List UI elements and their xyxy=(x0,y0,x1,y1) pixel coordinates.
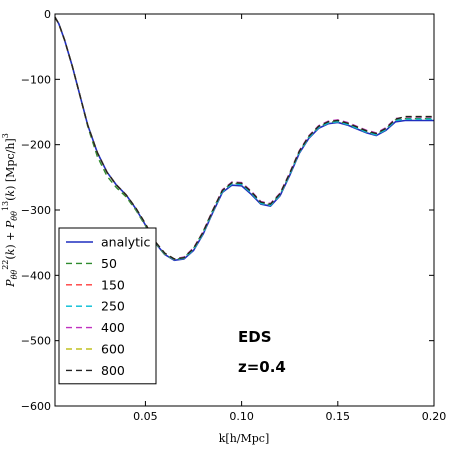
y-tick-label: −500 xyxy=(21,335,51,348)
annotation-redshift: z=0.4 xyxy=(238,358,286,376)
x-tick-label: 0.20 xyxy=(422,410,447,423)
y-tick-label: −200 xyxy=(21,139,51,152)
x-tick-label: 0.15 xyxy=(326,410,351,423)
legend-label: 50 xyxy=(101,256,117,271)
legend-label: 150 xyxy=(101,277,125,292)
y-tick-label: 0 xyxy=(44,8,51,21)
series-line-6 xyxy=(54,16,434,260)
legend-box xyxy=(58,227,157,385)
y-tick-label: −400 xyxy=(21,269,51,282)
legend-label: analytic xyxy=(101,235,150,250)
series-line-0 xyxy=(54,16,434,262)
y-tick-label: −300 xyxy=(21,204,51,217)
series-line-4 xyxy=(54,16,434,260)
x-tick-label: 0.05 xyxy=(133,410,158,423)
legend-label: 400 xyxy=(101,320,125,335)
legend: analytic 50 150 250 400 600 800 xyxy=(58,227,157,385)
y-tick-label: −600 xyxy=(21,400,51,413)
series-layer xyxy=(54,16,434,262)
series-line-3 xyxy=(54,16,434,261)
y-axis-label: Pθθ22(k) + Pθθ13(k) [Mpc/h]3 xyxy=(1,133,19,288)
x-axis-label: k[h/Mpc] xyxy=(219,432,270,445)
series-line-5 xyxy=(54,16,434,260)
y-tick-label: −100 xyxy=(21,73,51,86)
annotation-eds: EDS xyxy=(238,328,272,346)
ticks-layer: 0.05 0.10 0.15 0.20 0 −100 −200 −300 −400 −500 −60… xyxy=(21,8,446,423)
series-line-1 xyxy=(54,16,434,261)
series-line-2 xyxy=(54,16,434,261)
legend-label: 600 xyxy=(101,342,125,357)
legend-label: 250 xyxy=(101,299,125,314)
legend-label: 800 xyxy=(101,363,125,378)
x-tick-label: 0.10 xyxy=(229,410,254,423)
